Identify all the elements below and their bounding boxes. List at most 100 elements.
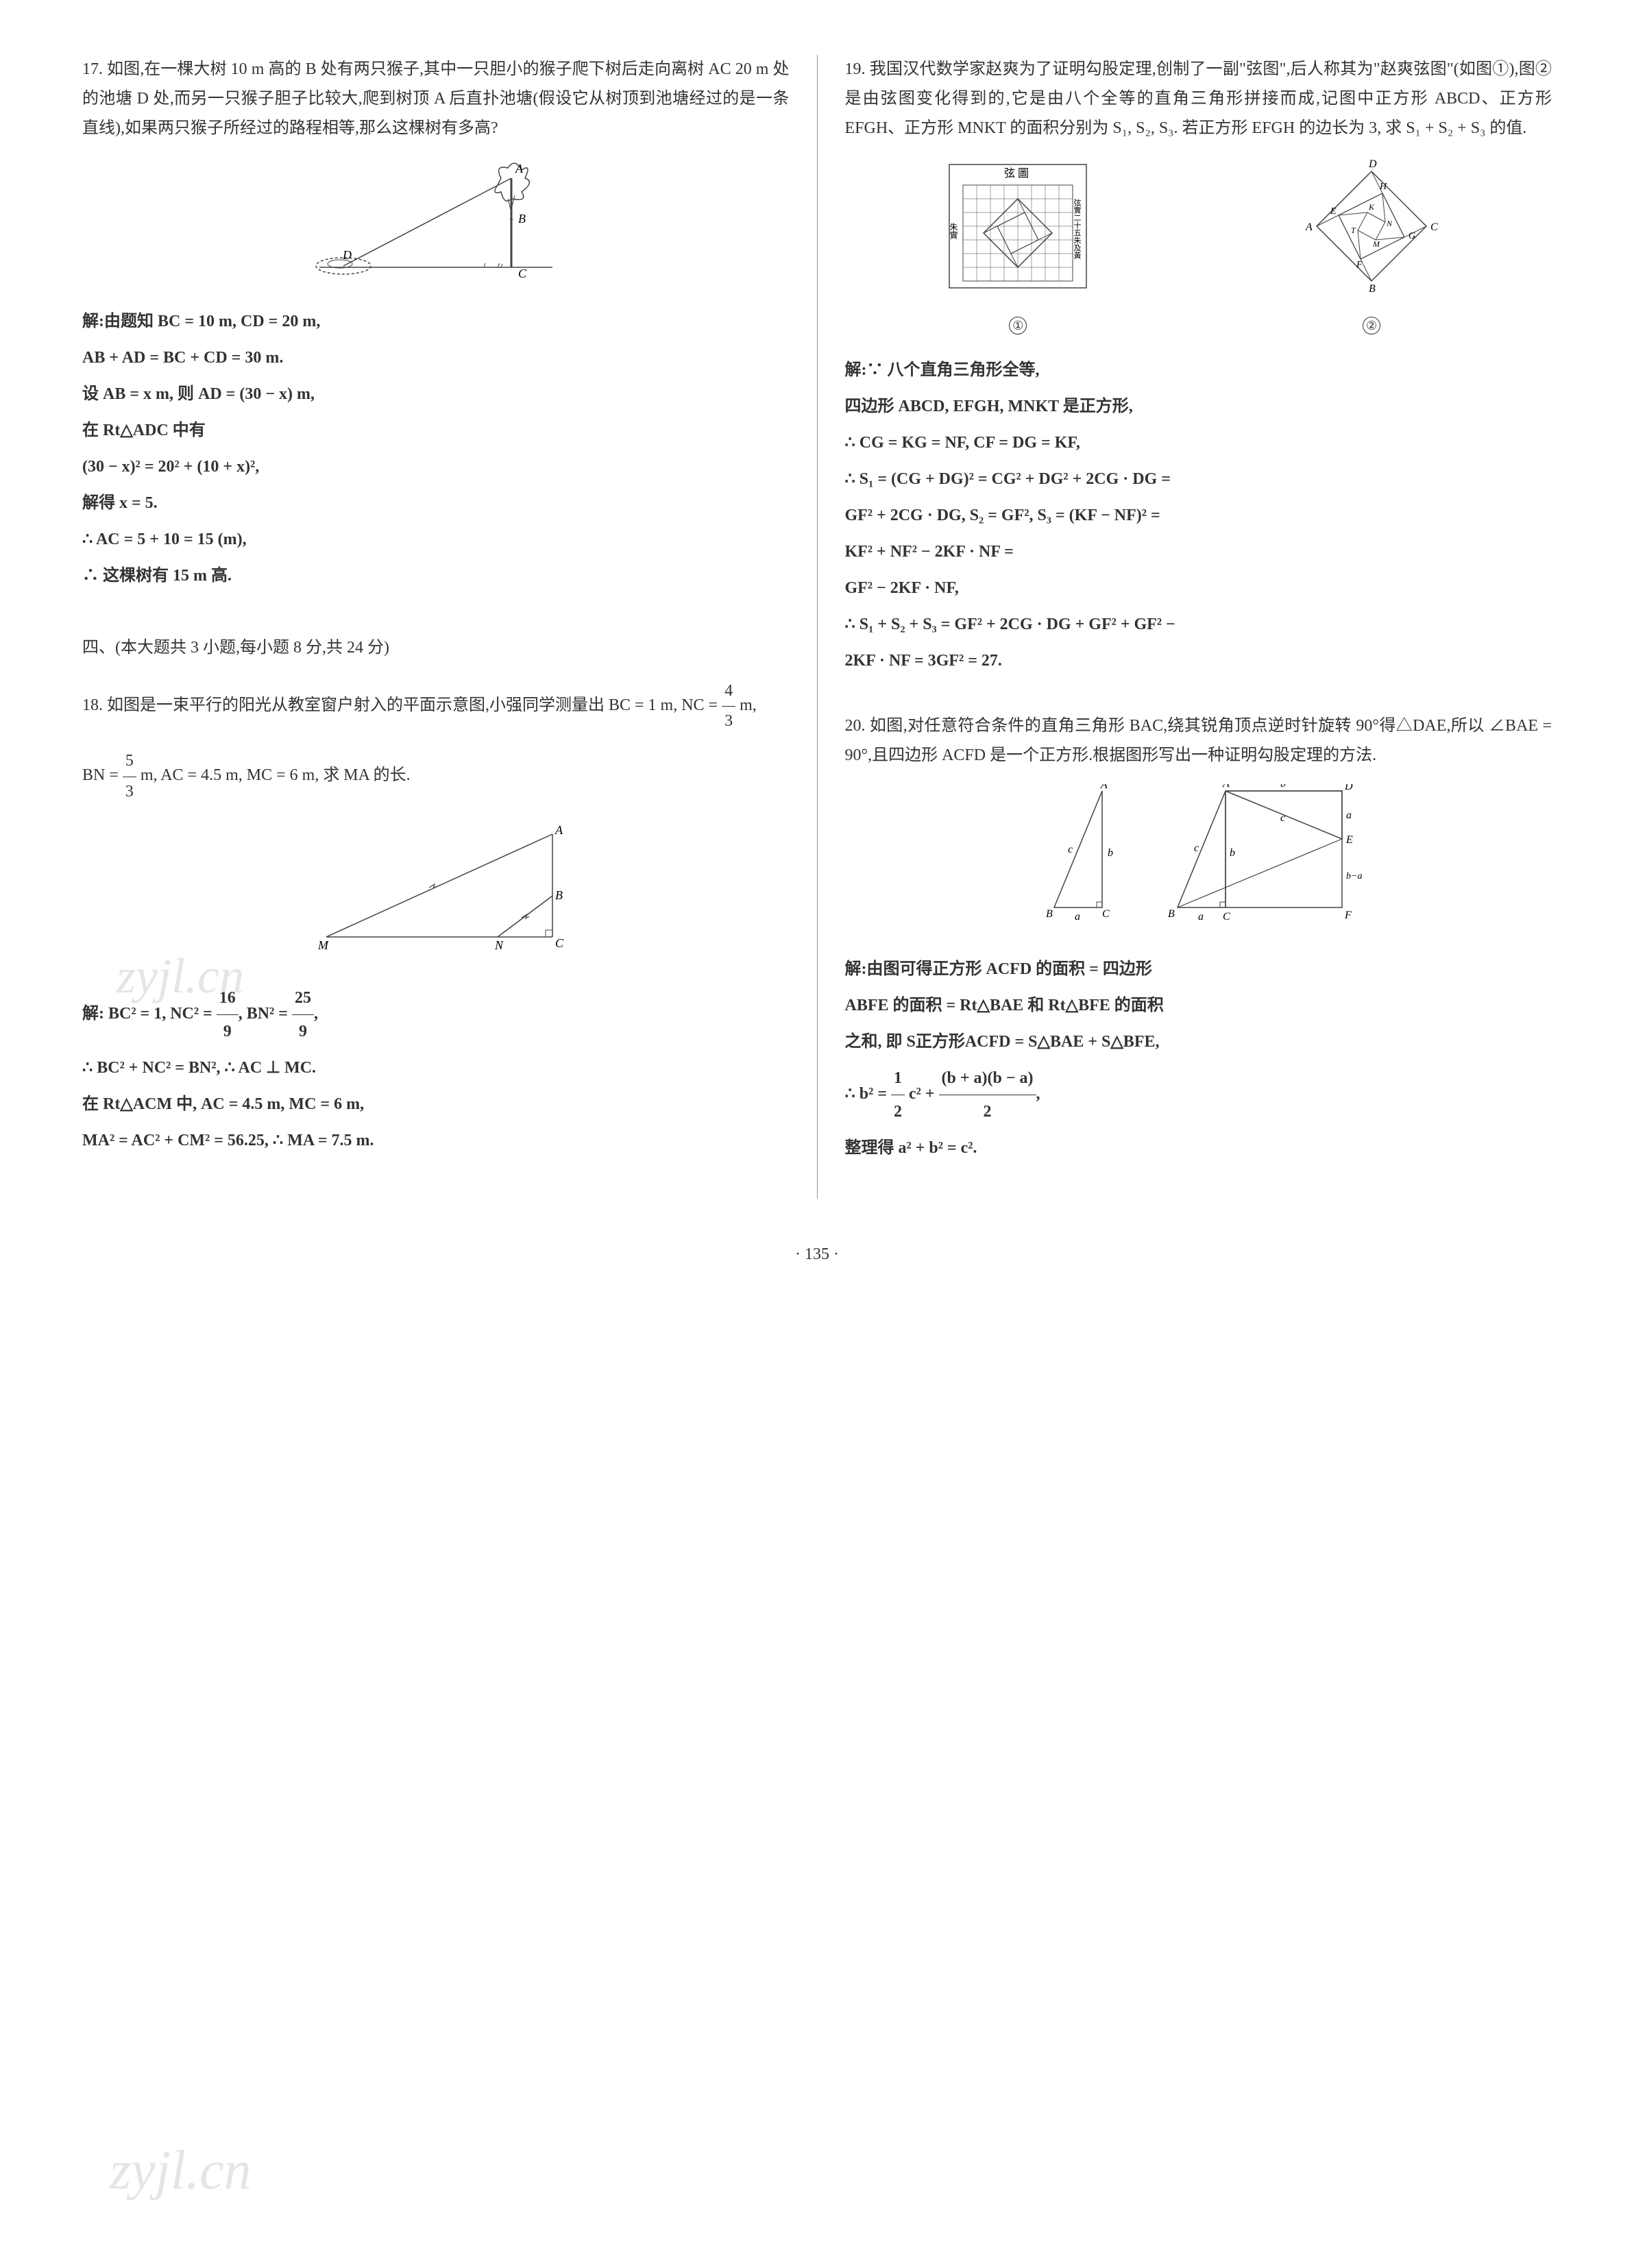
svg-text:a: a — [1075, 911, 1080, 923]
svg-text:D: D — [342, 248, 352, 262]
svg-text:B: B — [1168, 908, 1175, 920]
s18l1b: , BN² = — [239, 1005, 292, 1023]
p18-frac1: 43 — [722, 676, 735, 736]
svg-text:F: F — [1356, 260, 1363, 270]
s18f1n: 16 — [217, 981, 239, 1015]
sol19-l3: ∴ CG = KG = NF, CF = DG = KF, — [845, 426, 1552, 459]
sol18-l1: 解: BC² = 1, NC² = 16 9, BN² = 259, — [82, 981, 790, 1048]
problem-19-number: 19. — [845, 60, 866, 78]
p19-fig1: 弦 圖 朱實 弦實二十五朱及黃 ① — [942, 158, 1093, 340]
svg-text:B: B — [555, 888, 563, 902]
s20-frac2: (b + a)(b − a)2 — [939, 1062, 1036, 1128]
svg-text:圖: 圖 — [1018, 168, 1029, 180]
left-column: 17. 如图,在一棵大树 10 m 高的 B 处有两只猴子,其中一只胆小的猴子爬… — [82, 55, 790, 1199]
problem-19-solution: 解:∵ 八个直角三角形全等, 四边形 ABCD, EFGH, MNKT 是正方形… — [845, 354, 1552, 677]
problem-20: 20. 如图,对任意符合条件的直角三角形 BAC,绕其锐角顶点逆时针旋转 90°… — [845, 711, 1552, 1165]
svg-text:E: E — [1330, 206, 1337, 217]
sol20-l2: ABFE 的面积 = Rt△BAE 和 Rt△BFE 的面积 — [845, 989, 1552, 1022]
s20f2d: 2 — [939, 1095, 1036, 1128]
sol19-l2: 四边形 ABCD, EFGH, MNKT 是正方形, — [845, 390, 1552, 423]
problem-20-body: 如图,对任意符合条件的直角三角形 BAC,绕其锐角顶点逆时针旋转 90°得△DA… — [845, 717, 1552, 764]
p18-text-3: BN = — [82, 767, 123, 785]
svg-text:C: C — [1102, 908, 1110, 920]
p18-f1-num: 4 — [722, 676, 735, 707]
problem-19-text: 19. 我国汉代数学家赵爽为了证明勾股定理,创制了一副"弦图",后人称其为"赵爽… — [845, 55, 1552, 144]
watermark-2: zyjl.cn — [110, 2121, 252, 2220]
sol17-l5: (30 − x)² = 20² + (10 + x)², — [82, 450, 790, 483]
sol20-l3: 之和, 即 S正方形ACFD = S△BAE + S△BFE, — [845, 1025, 1552, 1058]
sol19-l6: KF² + NF² − 2KF · NF = — [845, 535, 1552, 568]
svg-text:M: M — [1372, 239, 1380, 249]
problem-20-figure: A B C a b c — [845, 784, 1552, 938]
page-container: 17. 如图,在一棵大树 10 m 高的 B 处有两只猴子,其中一只胆小的猴子爬… — [82, 55, 1552, 1199]
svg-text:G: G — [1409, 231, 1415, 241]
problem-17-number: 17. — [82, 60, 103, 78]
sol18-l4: MA² = AC² + CM² = 56.25, ∴ MA = 7.5 m. — [82, 1124, 790, 1157]
s20f2n: (b + a)(b − a) — [939, 1062, 1036, 1095]
svg-text:c: c — [1280, 812, 1285, 824]
sol17-l3: 设 AB = x m, 则 AD = (30 − x) m, — [82, 378, 790, 411]
problem-17-solution: 解:由题知 BC = 10 m, CD = 20 m, AB + AD = BC… — [82, 305, 790, 592]
svg-text:D: D — [1368, 158, 1377, 170]
sol18-l2: ∴ BC² + NC² = BN², ∴ AC ⊥ MC. — [82, 1051, 790, 1084]
s20l4b: c² + — [905, 1085, 939, 1103]
s18l1c: , — [314, 1005, 318, 1023]
fig-title-text: 弦 — [1004, 167, 1015, 180]
sol19-l8: ∴ S₁ + S₂ + S₃ = GF² + 2CG · DG + GF² + … — [845, 608, 1552, 641]
svg-text:A: A — [515, 162, 524, 175]
sol18-l3: 在 Rt△ACM 中, AC = 4.5 m, MC = 6 m, — [82, 1088, 790, 1121]
svg-text:b: b — [1230, 847, 1235, 859]
svg-text:F: F — [1344, 910, 1352, 921]
svg-text:A: A — [1222, 784, 1230, 790]
sol19-l7: GF² − 2KF · NF, — [845, 572, 1552, 605]
page-number: · 135 · — [82, 1240, 1552, 1269]
problem-18-solution: 解: BC² = 1, NC² = 16 9, BN² = 259, ∴ BC² … — [82, 981, 790, 1157]
svg-text:B: B — [1046, 908, 1053, 920]
svg-text:b: b — [1108, 847, 1113, 859]
svg-text:C: C — [555, 936, 564, 950]
sol17-l6: 解得 x = 5. — [82, 487, 790, 520]
problem-19: 19. 我国汉代数学家赵爽为了证明勾股定理,创制了一副"弦图",后人称其为"赵爽… — [845, 55, 1552, 677]
s18f2n: 25 — [292, 981, 314, 1015]
s20f1n: 1 — [891, 1062, 905, 1095]
s20-frac1: 12 — [891, 1062, 905, 1128]
sol20-l5: 整理得 a² + b² = c². — [845, 1132, 1552, 1165]
problem-18-text-cont: BN = 53 m, AC = 4.5 m, MC = 6 m, 求 MA 的长… — [82, 746, 790, 806]
svg-text:N: N — [1386, 219, 1393, 228]
problem-20-solution: 解:由图可得正方形 ACFD 的面积 = 四边形 ABFE 的面积 = Rt△B… — [845, 953, 1552, 1165]
svg-text:C: C — [518, 267, 527, 280]
svg-text:B: B — [518, 212, 526, 225]
svg-text:D: D — [1344, 784, 1353, 792]
sol19-l5: GF² + 2CG · DG, S₂ = GF², S₃ = (KF − NF)… — [845, 499, 1552, 532]
svg-text:a: a — [1346, 809, 1352, 821]
s18-frac2: 259 — [292, 981, 314, 1048]
svg-text:b: b — [1280, 784, 1286, 790]
p18-text-4: m, AC = 4.5 m, MC = 6 m, 求 MA 的长. — [136, 767, 411, 785]
svg-text:A: A — [1305, 221, 1313, 233]
p18-frac2: 53 — [123, 746, 136, 806]
s20f1d: 2 — [891, 1095, 905, 1128]
p18-f1-den: 3 — [722, 707, 735, 736]
fig-label-1: ① — [1009, 317, 1027, 334]
sol17-l4: 在 Rt△ADC 中有 — [82, 414, 790, 447]
svg-text:A: A — [1100, 784, 1108, 791]
sol17-l7: ∴ AC = 5 + 10 = 15 (m), — [82, 523, 790, 556]
svg-text:M: M — [317, 938, 329, 952]
p18-text-2: m, — [735, 696, 757, 714]
svg-text:c: c — [1068, 844, 1073, 855]
sol17-l8: ∴ 这棵树有 15 m 高. — [82, 559, 790, 592]
right-column: 19. 我国汉代数学家赵爽为了证明勾股定理,创制了一副"弦图",后人称其为"赵爽… — [845, 55, 1552, 1199]
svg-text:A: A — [554, 823, 563, 837]
problem-18: 18. 如图是一束平行的阳光从教室窗户射入的平面示意图,小强同学测量出 BC =… — [82, 676, 790, 1157]
s18f2d: 9 — [292, 1015, 314, 1048]
sol17-l2: AB + AD = BC + CD = 30 m. — [82, 341, 790, 374]
problem-18-text: 18. 如图是一束平行的阳光从教室窗户射入的平面示意图,小强同学测量出 BC =… — [82, 676, 790, 736]
svg-text:c: c — [1194, 842, 1199, 854]
problem-17-text: 17. 如图,在一棵大树 10 m 高的 B 处有两只猴子,其中一只胆小的猴子爬… — [82, 55, 790, 144]
column-divider — [817, 55, 818, 1199]
svg-text:a: a — [1198, 911, 1204, 923]
s18l1a: 解: BC² = 1, NC² = — [82, 1005, 217, 1023]
sol20-l1: 解:由图可得正方形 ACFD 的面积 = 四边形 — [845, 953, 1552, 986]
problem-20-number: 20. — [845, 717, 866, 735]
svg-text:弦實二十五朱及黃: 弦實二十五朱及黃 — [1073, 197, 1082, 259]
